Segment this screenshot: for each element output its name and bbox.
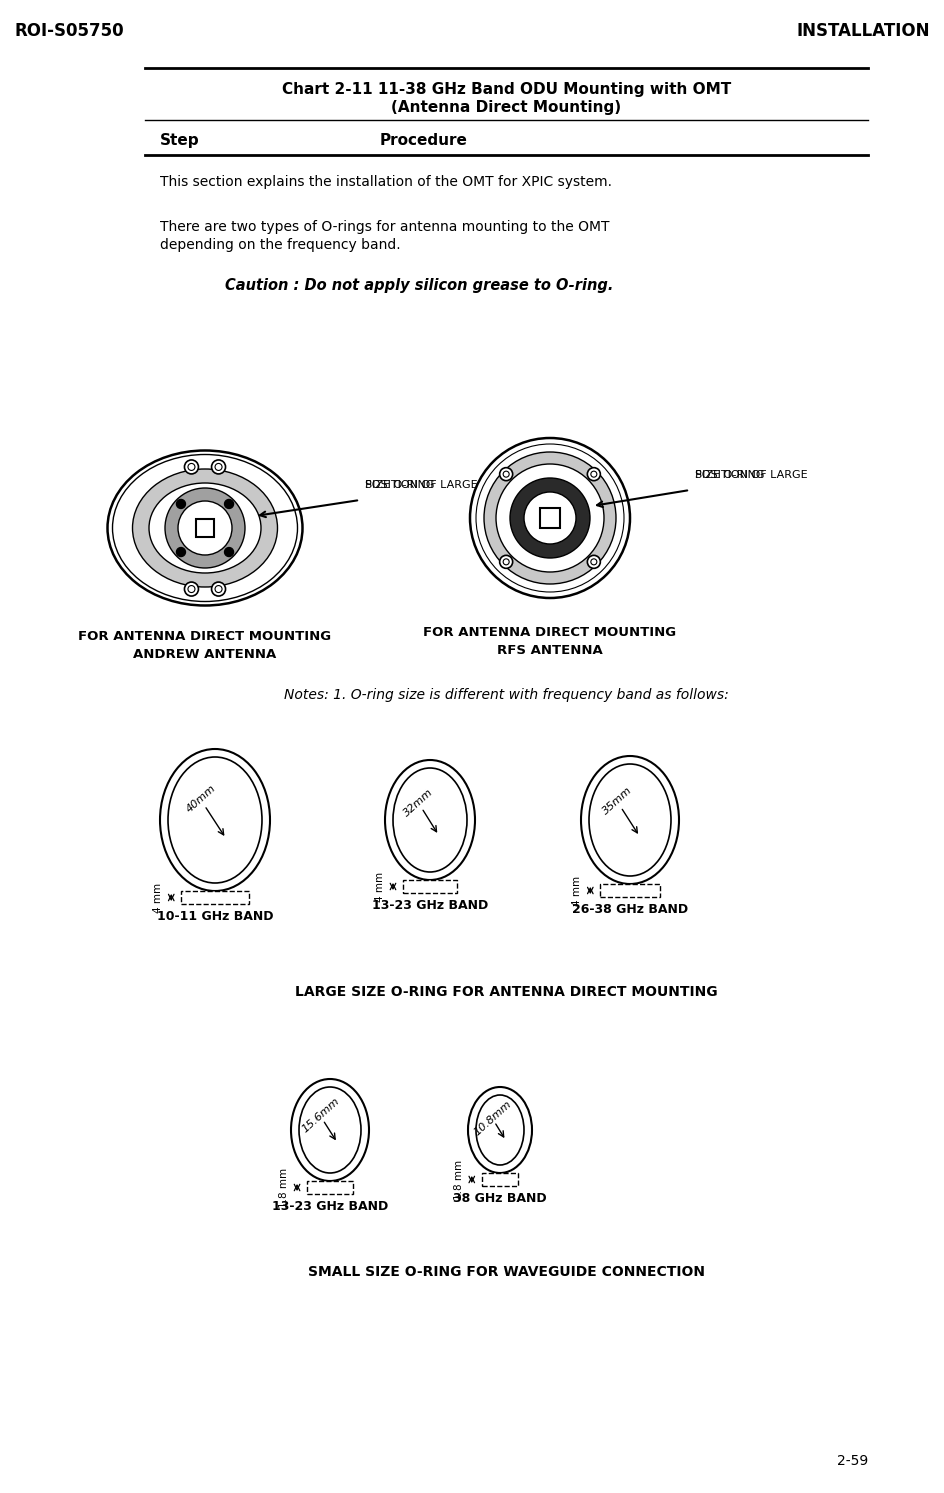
Ellipse shape — [168, 757, 262, 882]
Ellipse shape — [291, 1079, 369, 1181]
Text: 13-23 GHz BAND: 13-23 GHz BAND — [272, 1200, 388, 1212]
Bar — [403, 879, 457, 893]
Text: INSTALLATION: INSTALLATION — [797, 22, 930, 40]
Text: depending on the frequency band.: depending on the frequency band. — [160, 237, 400, 252]
Text: POSITION OF LARGE: POSITION OF LARGE — [365, 481, 478, 490]
Circle shape — [484, 452, 616, 584]
Circle shape — [476, 443, 624, 593]
Text: Caution : Do not apply silicon grease to O-ring.: Caution : Do not apply silicon grease to… — [225, 278, 614, 293]
Text: 32mm: 32mm — [402, 787, 435, 818]
Text: Step: Step — [160, 133, 199, 148]
Ellipse shape — [589, 764, 671, 876]
Text: Chart 2-11 11-38 GHz Band ODU Mounting with OMT: Chart 2-11 11-38 GHz Band ODU Mounting w… — [282, 82, 731, 97]
Text: ANDREW ANTENNA: ANDREW ANTENNA — [133, 648, 277, 661]
Ellipse shape — [581, 755, 679, 884]
Ellipse shape — [299, 1087, 361, 1173]
Text: There are two types of O-rings for antenna mounting to the OMT: There are two types of O-rings for anten… — [160, 219, 610, 234]
Bar — [196, 520, 214, 537]
Text: 10.8mm: 10.8mm — [472, 1099, 514, 1138]
Text: 10-11 GHz BAND: 10-11 GHz BAND — [157, 911, 273, 923]
Bar — [481, 1173, 518, 1185]
Text: 38 GHz BAND: 38 GHz BAND — [453, 1191, 547, 1205]
Circle shape — [591, 472, 597, 478]
Text: 35mm: 35mm — [601, 785, 634, 817]
Circle shape — [211, 460, 226, 473]
Circle shape — [178, 502, 232, 555]
Circle shape — [499, 555, 513, 569]
Circle shape — [503, 472, 509, 478]
Circle shape — [225, 500, 233, 509]
Circle shape — [177, 548, 185, 557]
Text: FOR ANTENNA DIRECT MOUNTING: FOR ANTENNA DIRECT MOUNTING — [78, 630, 331, 643]
Circle shape — [510, 478, 590, 558]
Text: ROI-S05750: ROI-S05750 — [14, 22, 124, 40]
Bar — [307, 1181, 353, 1194]
Text: Notes: 1. O-ring size is different with frequency band as follows:: Notes: 1. O-ring size is different with … — [284, 688, 729, 702]
Text: RFS ANTENNA: RFS ANTENNA — [497, 643, 603, 657]
Circle shape — [184, 582, 198, 596]
Circle shape — [215, 463, 222, 470]
Circle shape — [499, 467, 513, 481]
Ellipse shape — [112, 454, 297, 602]
Text: FOR ANTENNA DIRECT MOUNTING: FOR ANTENNA DIRECT MOUNTING — [424, 626, 677, 639]
Bar — [540, 508, 560, 529]
Circle shape — [211, 582, 226, 596]
Text: (Antenna Direct Mounting): (Antenna Direct Mounting) — [392, 100, 621, 115]
Circle shape — [470, 437, 630, 599]
Text: 4 mm: 4 mm — [153, 882, 163, 912]
Bar — [600, 884, 660, 897]
Text: POSITION OF LARGE: POSITION OF LARGE — [695, 470, 808, 481]
Circle shape — [215, 585, 222, 593]
Ellipse shape — [149, 484, 261, 573]
Circle shape — [177, 500, 185, 509]
Text: This section explains the installation of the OMT for XPIC system.: This section explains the installation o… — [160, 175, 612, 190]
Text: 1.8 mm: 1.8 mm — [454, 1160, 464, 1199]
Ellipse shape — [132, 469, 278, 587]
Text: 13-23 GHz BAND: 13-23 GHz BAND — [372, 899, 488, 912]
Circle shape — [591, 558, 597, 564]
Text: 2-59: 2-59 — [836, 1454, 868, 1468]
Text: SMALL SIZE O-RING FOR WAVEGUIDE CONNECTION: SMALL SIZE O-RING FOR WAVEGUIDE CONNECTI… — [308, 1265, 705, 1280]
Circle shape — [587, 467, 600, 481]
Text: SIZE O-RING: SIZE O-RING — [695, 458, 765, 481]
Text: SIZE O-RING: SIZE O-RING — [365, 469, 434, 490]
Text: 4 mm: 4 mm — [375, 872, 385, 902]
Ellipse shape — [393, 767, 467, 872]
Ellipse shape — [468, 1087, 532, 1173]
Circle shape — [188, 585, 195, 593]
Ellipse shape — [476, 1094, 524, 1165]
Ellipse shape — [108, 451, 302, 606]
Bar — [181, 891, 249, 903]
Text: 40mm: 40mm — [184, 784, 218, 815]
Circle shape — [184, 460, 198, 473]
Text: 4 mm: 4 mm — [572, 875, 582, 906]
Circle shape — [165, 488, 245, 567]
Ellipse shape — [160, 749, 270, 891]
Text: LARGE SIZE O-RING FOR ANTENNA DIRECT MOUNTING: LARGE SIZE O-RING FOR ANTENNA DIRECT MOU… — [295, 985, 717, 999]
Circle shape — [503, 558, 509, 564]
Text: Procedure: Procedure — [380, 133, 468, 148]
Text: 26-38 GHz BAND: 26-38 GHz BAND — [572, 903, 688, 917]
Text: 15.6mm: 15.6mm — [300, 1096, 341, 1135]
Circle shape — [587, 555, 600, 569]
Circle shape — [524, 493, 576, 543]
Circle shape — [225, 548, 233, 557]
Text: 1.8 mm: 1.8 mm — [279, 1168, 289, 1208]
Circle shape — [496, 464, 604, 572]
Ellipse shape — [385, 760, 475, 879]
Circle shape — [188, 463, 195, 470]
